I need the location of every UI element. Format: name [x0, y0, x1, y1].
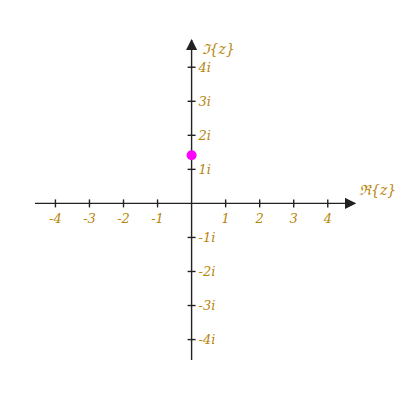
x-tick	[225, 199, 226, 207]
y-tick-label: 2i	[198, 128, 211, 143]
x-tick-label: 1	[221, 211, 229, 226]
y-tick-label: 1i	[199, 162, 211, 177]
y-tick	[188, 67, 196, 68]
x-tick	[55, 199, 56, 207]
y-tick	[188, 237, 196, 238]
y-axis	[191, 40, 192, 360]
y-tick	[188, 101, 196, 102]
x-tick	[89, 199, 90, 207]
y-tick	[188, 135, 196, 136]
y-tick	[188, 169, 196, 170]
y-tick-label: -3i	[199, 298, 216, 313]
x-tick-label: -3	[83, 211, 96, 226]
y-tick-label: -1i	[199, 230, 216, 245]
y-tick-label: -2i	[199, 264, 216, 279]
x-tick	[157, 199, 158, 207]
x-tick-label: -2	[117, 211, 130, 226]
x-tick-label: -1	[151, 211, 164, 226]
x-tick	[123, 199, 124, 207]
y-tick-label: 4i	[198, 60, 211, 75]
point	[187, 150, 197, 160]
x-tick-label: -4	[49, 211, 62, 226]
y-tick-label: -4i	[199, 332, 216, 347]
y-tick	[188, 305, 196, 306]
y-tick	[188, 271, 196, 272]
chart: -4 -3 -2 -1 1 2 3 4 -4i -3i -2i -1i 1i 2i 3i 4i ℜ{z} ℑ{z}	[0, 0, 400, 400]
x-tick-label: 2	[255, 211, 264, 226]
points	[187, 150, 197, 160]
x-tick	[259, 199, 260, 207]
x-tick	[327, 199, 328, 207]
x-tick-label: 4	[323, 211, 332, 226]
y-axis-label: ℑ{z}	[202, 41, 235, 57]
x-tick-label: 3	[290, 211, 298, 226]
x-axis-label: ℜ{z}	[359, 182, 396, 198]
y-tick-label: 3i	[199, 94, 211, 109]
x-tick	[293, 199, 294, 207]
x-axis	[35, 203, 355, 204]
y-tick	[188, 339, 196, 340]
